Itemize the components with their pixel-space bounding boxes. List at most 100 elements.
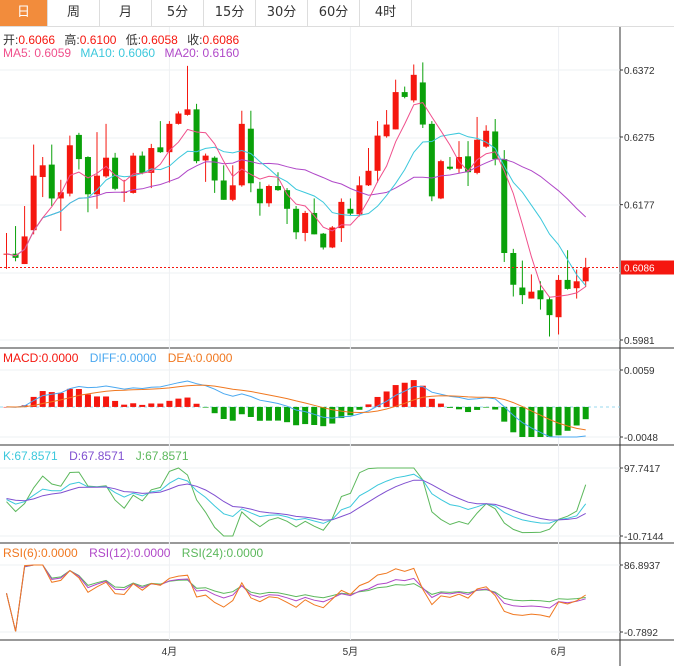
- rsi12-value: RSI(12):0.0000: [89, 546, 171, 560]
- candle-up: [573, 281, 580, 289]
- candle-down: [492, 131, 499, 160]
- axis-tick-label: 0.6177: [624, 201, 655, 212]
- tab-week[interactable]: 周: [48, 0, 100, 26]
- candle-up: [410, 74, 417, 101]
- candle-down: [220, 180, 227, 200]
- macd-bar: [564, 406, 571, 431]
- macd-value: MACD:0.0000: [3, 351, 79, 365]
- candle-up: [184, 109, 191, 115]
- macd-bar: [392, 385, 399, 407]
- macd-bar: [474, 406, 481, 410]
- ma20-value: MA20: 0.6160: [164, 46, 240, 60]
- macd-bar: [456, 406, 462, 410]
- macd-bar: [229, 406, 236, 421]
- candle-down: [428, 123, 435, 197]
- axis-tick-label: -10.7144: [624, 532, 664, 543]
- candle-up: [57, 192, 64, 199]
- macd-bar: [211, 406, 218, 414]
- macd-bar: [302, 406, 309, 425]
- macd-bar: [193, 403, 200, 407]
- tab-4hour[interactable]: 4时: [360, 0, 412, 26]
- macd-bar: [175, 398, 182, 407]
- candle-up: [365, 170, 372, 186]
- candle-down: [112, 157, 119, 189]
- low-value: 0.6058: [141, 33, 178, 47]
- month-label: 5月: [343, 646, 359, 658]
- macd-bar: [465, 406, 472, 413]
- tab-15min[interactable]: 15分: [204, 0, 256, 26]
- macd-bar: [184, 397, 191, 407]
- macd-bar: [528, 406, 535, 437]
- tab-60min[interactable]: 60分: [308, 0, 360, 26]
- k-value: K:67.8571: [3, 449, 58, 463]
- high-value: 0.6100: [79, 33, 117, 47]
- open-label: 开:: [3, 33, 19, 47]
- j-line: [6, 467, 587, 537]
- last-price-label: 0.6086: [624, 263, 655, 274]
- macd-bar: [446, 406, 453, 408]
- candle-up: [148, 148, 155, 173]
- axis-tick-label: -0.0048: [624, 433, 658, 444]
- ohlc-readout: 开:0.6066 高:0.6100 低:0.6058 收:0.6086: [3, 31, 245, 48]
- candle-up: [175, 113, 182, 124]
- macd-bar: [329, 406, 336, 424]
- candle-down: [256, 188, 263, 204]
- macd-bar: [437, 403, 444, 407]
- candle-down: [311, 212, 318, 235]
- macd-bar: [311, 406, 318, 425]
- macd-bar: [356, 406, 363, 410]
- open-value: 0.6066: [18, 33, 56, 47]
- dea-value: DEA:0.0000: [167, 351, 233, 365]
- macd-bar: [112, 400, 119, 407]
- macd-bar: [166, 400, 173, 407]
- candle-down: [537, 290, 544, 300]
- tab-month[interactable]: 月: [100, 0, 152, 26]
- candle-up: [474, 139, 481, 173]
- macd-bar: [338, 406, 345, 419]
- macd-readout: MACD:0.0000 DIFF:0.0000 DEA:0.0000: [3, 351, 240, 365]
- candle-up: [302, 212, 309, 233]
- low-label: 低:: [125, 33, 142, 47]
- macd-bar: [419, 385, 426, 407]
- candle-down: [446, 166, 453, 169]
- candle-up: [329, 227, 336, 248]
- candle-up: [456, 157, 462, 169]
- macd-bar: [75, 389, 82, 407]
- macd-bar: [103, 396, 110, 407]
- candle-down: [546, 299, 553, 316]
- macd-bar: [256, 406, 263, 421]
- macd-bar: [410, 380, 417, 407]
- axis-tick-label: 86.8937: [624, 561, 661, 572]
- candle-up: [66, 145, 73, 194]
- candle-up: [437, 161, 444, 199]
- rsi24-line: [6, 564, 586, 632]
- axis-tick-label: 0.6275: [624, 133, 655, 144]
- j-value: J:67.8571: [135, 449, 189, 463]
- month-label: 4月: [162, 646, 178, 658]
- ma10-line: [6, 132, 587, 287]
- candle-down: [84, 157, 91, 195]
- tab-5min[interactable]: 5分: [152, 0, 204, 26]
- candle-up: [374, 135, 381, 171]
- candle-up: [21, 236, 28, 265]
- candle-up: [483, 130, 490, 147]
- macd-bar: [365, 404, 372, 407]
- macd-bar: [293, 406, 300, 426]
- rsi24-value: RSI(24):0.0000: [181, 546, 264, 560]
- macd-bar: [148, 403, 155, 407]
- tab-day[interactable]: 日: [0, 0, 48, 26]
- ma10-value: MA10: 0.6060: [80, 46, 156, 60]
- macd-bar: [220, 406, 227, 420]
- month-label: 6月: [551, 646, 567, 658]
- macd-bar: [501, 406, 508, 422]
- rsi6-value: RSI(6):0.0000: [3, 546, 78, 560]
- tab-30min[interactable]: 30分: [256, 0, 308, 26]
- macd-bar: [39, 391, 46, 407]
- kdj-readout: K:67.8571 D:67.8571 J:67.8571: [3, 449, 197, 463]
- candle-up: [528, 291, 535, 299]
- macd-bar: [374, 396, 381, 407]
- axis-tick-label: -0.7892: [624, 628, 658, 639]
- candle-down: [465, 156, 472, 173]
- ma-readout: MA5: 0.6059 MA10: 0.6060 MA20: 0.6160: [3, 46, 245, 60]
